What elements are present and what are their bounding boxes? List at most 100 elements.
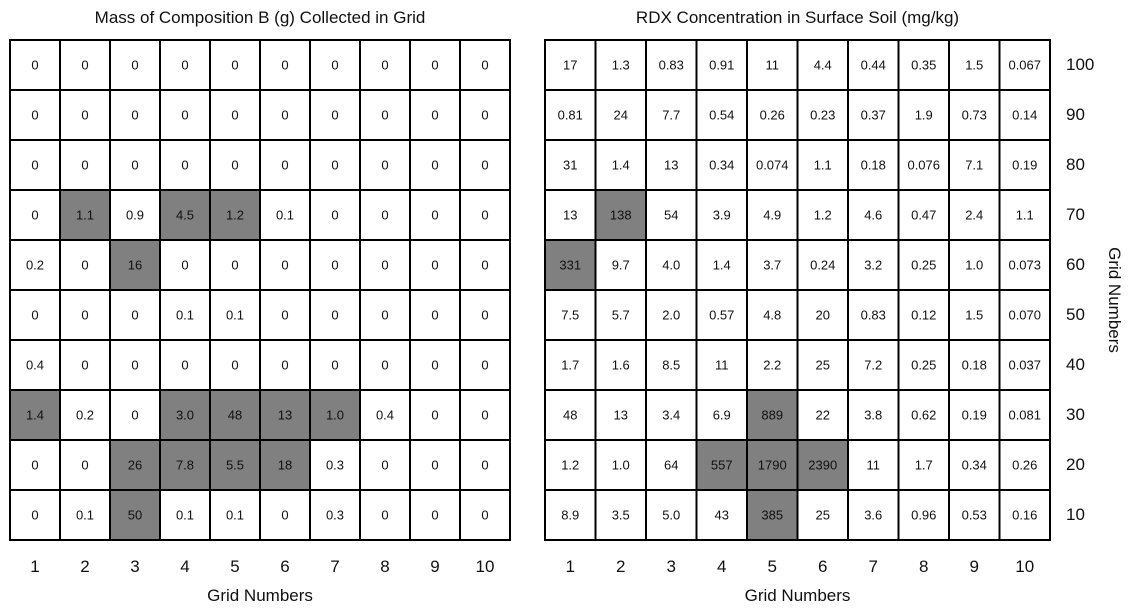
cell-value: 0.26 (760, 108, 785, 123)
cell-value: 0 (431, 108, 438, 123)
mass-grid: 0 0 0 0 0 0 0 0 0 0 0 0 0 0 0 0 0 0 0 0 0 0 0 0 0 0 0 0 0 0 0 1.1 0.9 4.5… (9, 39, 511, 541)
cell-value: 0 (481, 358, 488, 373)
grid-cell (159, 189, 211, 241)
y-tick-label: 60 (1066, 255, 1085, 274)
grid-cell (409, 489, 461, 541)
cell-value: 0 (381, 208, 388, 223)
cell-value: 0 (81, 258, 88, 273)
cell-value: 43 (715, 508, 729, 523)
grid-cell (109, 339, 161, 391)
cell-value: 0 (281, 158, 288, 173)
cell-value: 3.5 (612, 508, 630, 523)
grid-cell (847, 289, 900, 341)
cell-value: 1.7 (915, 458, 933, 473)
cell-value: 0 (431, 58, 438, 73)
grid-cell (459, 189, 511, 241)
cell-value: 31 (563, 158, 577, 173)
grid-cell (594, 189, 647, 241)
x-tick-label: 6 (818, 557, 828, 576)
cell-value: 6.9 (713, 408, 731, 423)
grid-cell (594, 239, 647, 291)
cell-value: 0 (431, 458, 438, 473)
cell-value: 7.1 (965, 158, 983, 173)
cell-value: 13 (664, 158, 678, 173)
cell-value: 1.0 (612, 458, 630, 473)
cell-value: 0.076 (907, 158, 940, 173)
cell-value: 1.4 (26, 408, 44, 423)
grid-cell (948, 489, 1001, 541)
cell-value: 0 (331, 208, 338, 223)
cell-value: 2.2 (763, 358, 781, 373)
cell-value: 0 (431, 308, 438, 323)
grid-cell (159, 439, 211, 491)
grid-cell (309, 389, 361, 441)
cell-value: 0 (131, 408, 138, 423)
cell-value: 0.37 (861, 108, 886, 123)
grid-cell (359, 139, 411, 191)
cell-value: 7.8 (176, 458, 194, 473)
grid-cell (259, 89, 311, 141)
cell-value: 17 (563, 58, 577, 73)
grid-cell (998, 489, 1051, 541)
cell-value: 0 (131, 308, 138, 323)
grid-cell (409, 139, 461, 191)
grid-cell (645, 39, 698, 91)
cell-value: 0 (31, 58, 38, 73)
y-tick-label: 20 (1066, 455, 1085, 474)
cell-value: 0.47 (911, 208, 936, 223)
grid-cell (459, 389, 511, 441)
cell-value: 0 (31, 458, 38, 473)
cell-value: 0.54 (709, 108, 734, 123)
y-tick-label: 30 (1066, 405, 1085, 424)
grid-cell (594, 289, 647, 341)
grid-cell (796, 339, 849, 391)
grid-cell (897, 139, 950, 191)
cell-value: 0 (181, 358, 188, 373)
x-tick-label: 7 (330, 557, 340, 576)
cell-value: 0.24 (810, 258, 835, 273)
y-tick-label: 80 (1066, 155, 1085, 174)
cell-value: 0 (331, 308, 338, 323)
cell-value: 0 (381, 308, 388, 323)
cell-value: 4.6 (864, 208, 882, 223)
cell-value: 0.26 (1012, 458, 1037, 473)
cell-value: 0 (331, 108, 338, 123)
cell-value: 331 (559, 258, 581, 273)
grid-cell (544, 489, 597, 541)
cell-value: 8.5 (662, 358, 680, 373)
cell-value: 25 (816, 508, 830, 523)
cell-value: 0.1 (226, 308, 244, 323)
x-tick-label: 8 (380, 557, 390, 576)
grid-cell (544, 189, 597, 241)
grid-cell (796, 189, 849, 241)
grid-cell (645, 239, 698, 291)
cell-value: 3.4 (662, 408, 680, 423)
grid-cell (948, 289, 1001, 341)
grid-cell (847, 139, 900, 191)
grid-cell (259, 289, 311, 341)
cell-value: 0.081 (1008, 408, 1041, 423)
grid-cell (695, 489, 748, 541)
grid-cell (309, 39, 361, 91)
cell-value: 50 (128, 508, 142, 523)
x-tick-label: 4 (180, 557, 190, 576)
cell-value: 0 (231, 158, 238, 173)
grid-cell (594, 439, 647, 491)
mass-x-axis-label: Grid Numbers (207, 586, 313, 605)
grid-cell (594, 89, 647, 141)
cell-value: 0 (181, 108, 188, 123)
cell-value: 2.0 (662, 308, 680, 323)
cell-value: 1.4 (713, 258, 731, 273)
cell-value: 0 (481, 108, 488, 123)
grid-cell (645, 489, 698, 541)
cell-value: 0 (281, 308, 288, 323)
grid-cell (109, 239, 161, 291)
cell-value: 385 (761, 508, 783, 523)
cell-value: 0 (31, 158, 38, 173)
cell-value: 0.83 (659, 58, 684, 73)
grid-cell (897, 439, 950, 491)
cell-value: 0 (481, 308, 488, 323)
cell-value: 3.6 (864, 508, 882, 523)
grid-cell (998, 389, 1051, 441)
cell-value: 0.1 (226, 508, 244, 523)
